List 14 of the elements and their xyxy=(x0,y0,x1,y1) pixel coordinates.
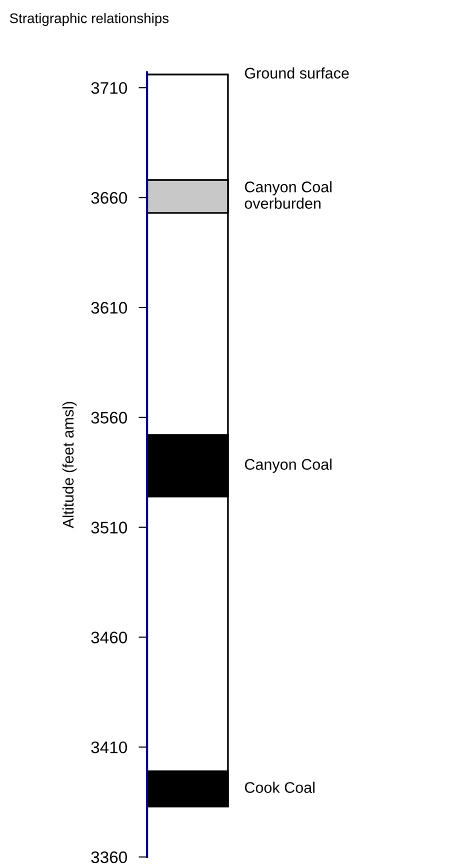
annotation: Cook Coal xyxy=(244,782,314,793)
y-tick-label: 3560 xyxy=(91,412,127,424)
annotation: Canyon Coal overburden xyxy=(244,181,332,209)
y-axis-title: Altitude (feet amsl) xyxy=(62,402,77,528)
y-tick-label: 3360 xyxy=(91,851,127,864)
y-tick-label: 3510 xyxy=(91,522,127,534)
y-tick-label: 3460 xyxy=(91,632,127,644)
y-tick-label: 3410 xyxy=(91,741,127,754)
annotation: Canyon Coal xyxy=(244,458,332,473)
y-tick-label: 3710 xyxy=(91,82,127,94)
chart-title: Stratigraphic relationships xyxy=(10,13,169,26)
y-tick-label: 3610 xyxy=(91,302,127,314)
y-tick-label: 3660 xyxy=(91,192,127,204)
annotation: Ground surface xyxy=(244,67,349,79)
